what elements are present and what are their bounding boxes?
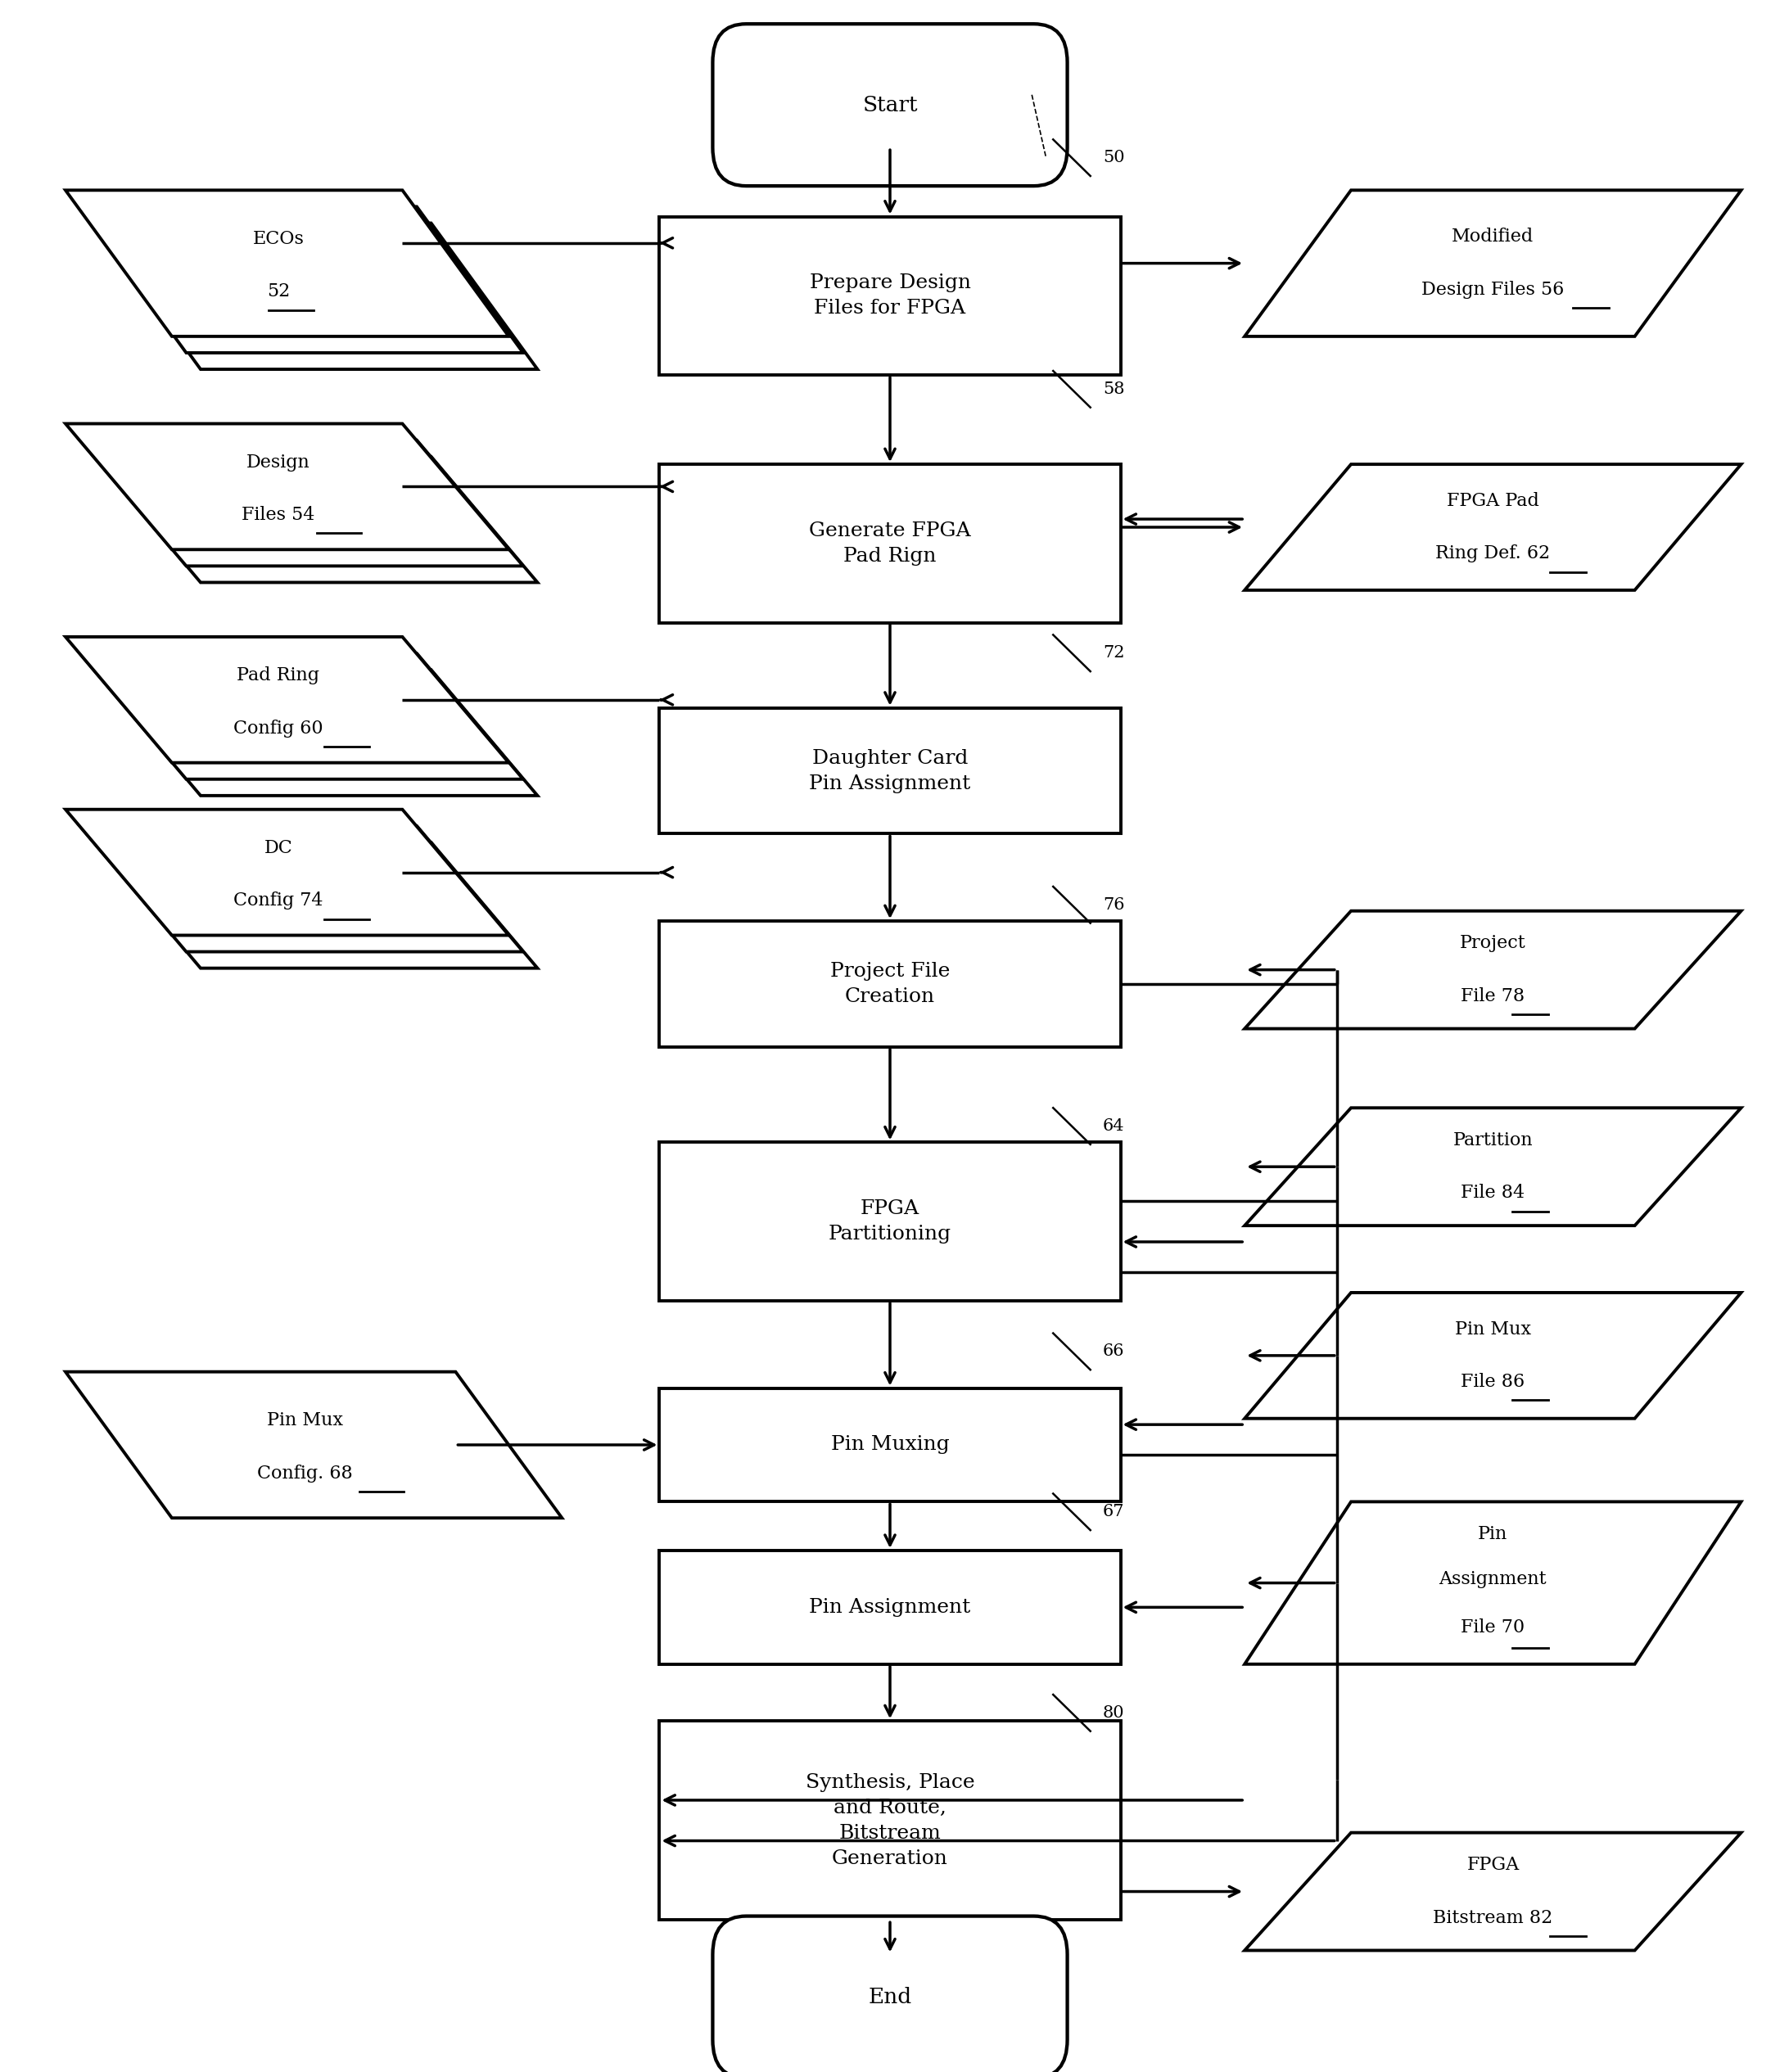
Polygon shape (66, 636, 509, 762)
Text: Config 74: Config 74 (233, 891, 324, 910)
Text: Partition: Partition (1452, 1131, 1533, 1150)
Text: Design Files 56: Design Files 56 (1422, 280, 1565, 298)
Bar (659, 709, 1121, 833)
Polygon shape (80, 827, 523, 951)
Text: Project File
Creation: Project File Creation (829, 961, 951, 1007)
Bar (659, 1388, 1121, 1502)
Text: ECOs: ECOs (253, 230, 304, 249)
Text: File 86: File 86 (1461, 1374, 1525, 1390)
Polygon shape (1244, 1293, 1741, 1419)
Text: Generate FPGA
Pad Rign: Generate FPGA Pad Rign (810, 522, 970, 566)
Polygon shape (80, 207, 523, 352)
Text: File 70: File 70 (1461, 1618, 1525, 1637)
Bar (659, 464, 1121, 622)
Polygon shape (1244, 464, 1741, 591)
Text: 67: 67 (1104, 1504, 1125, 1519)
Polygon shape (94, 456, 538, 582)
Text: Synthesis, Place
and Route,
Bitstream
Generation: Synthesis, Place and Route, Bitstream Ge… (805, 1774, 975, 1869)
Text: Prepare Design
Files for FPGA: Prepare Design Files for FPGA (810, 274, 970, 317)
Text: Start: Start (862, 95, 918, 116)
FancyBboxPatch shape (712, 1917, 1068, 2072)
Text: 50: 50 (1104, 149, 1125, 166)
Text: Pin: Pin (1477, 1525, 1508, 1544)
Polygon shape (66, 423, 509, 549)
Bar (659, 1722, 1121, 1921)
Text: Design: Design (246, 454, 310, 470)
Polygon shape (94, 224, 538, 369)
Text: Pad Ring: Pad Ring (237, 667, 320, 684)
Polygon shape (80, 439, 523, 566)
Text: 80: 80 (1104, 1705, 1125, 1720)
Polygon shape (66, 1372, 562, 1519)
Polygon shape (1244, 1502, 1741, 1664)
Polygon shape (1244, 912, 1741, 1028)
Text: Pin Mux: Pin Mux (267, 1411, 344, 1430)
Text: Config. 68: Config. 68 (256, 1465, 352, 1481)
FancyBboxPatch shape (712, 25, 1068, 186)
Text: FPGA Pad: FPGA Pad (1447, 491, 1540, 510)
Bar (659, 1142, 1121, 1301)
Text: File 84: File 84 (1461, 1183, 1525, 1202)
Text: 76: 76 (1104, 897, 1125, 912)
Text: 52: 52 (267, 282, 290, 300)
Text: Pin Assignment: Pin Assignment (810, 1598, 970, 1616)
Text: Pin Mux: Pin Mux (1454, 1320, 1531, 1339)
Polygon shape (94, 669, 538, 796)
Polygon shape (66, 191, 509, 336)
Text: DC: DC (263, 839, 292, 858)
Text: File 78: File 78 (1461, 986, 1525, 1005)
Polygon shape (1244, 1832, 1741, 1950)
Text: 72: 72 (1104, 644, 1125, 661)
Text: End: End (869, 1987, 911, 2008)
Text: Modified: Modified (1452, 228, 1534, 247)
Polygon shape (94, 843, 538, 968)
Polygon shape (1244, 1109, 1741, 1227)
Polygon shape (66, 810, 509, 934)
Polygon shape (80, 653, 523, 779)
Text: Files 54: Files 54 (242, 506, 315, 524)
Text: FPGA: FPGA (1467, 1857, 1518, 1875)
Text: Daughter Card
Pin Assignment: Daughter Card Pin Assignment (810, 748, 970, 794)
Text: Ring Def. 62: Ring Def. 62 (1435, 545, 1550, 564)
Text: Config 60: Config 60 (233, 719, 324, 738)
Text: 58: 58 (1104, 381, 1125, 398)
Bar (659, 922, 1121, 1046)
Bar (659, 1550, 1121, 1664)
Text: Assignment: Assignment (1438, 1571, 1547, 1587)
Text: 64: 64 (1104, 1119, 1125, 1133)
Polygon shape (1244, 191, 1741, 336)
Bar (659, 218, 1121, 375)
Text: Project: Project (1460, 934, 1525, 953)
Text: Pin Muxing: Pin Muxing (831, 1436, 949, 1455)
Text: FPGA
Partitioning: FPGA Partitioning (828, 1200, 952, 1243)
Text: Bitstream 82: Bitstream 82 (1433, 1908, 1552, 1927)
Text: 66: 66 (1104, 1345, 1125, 1359)
